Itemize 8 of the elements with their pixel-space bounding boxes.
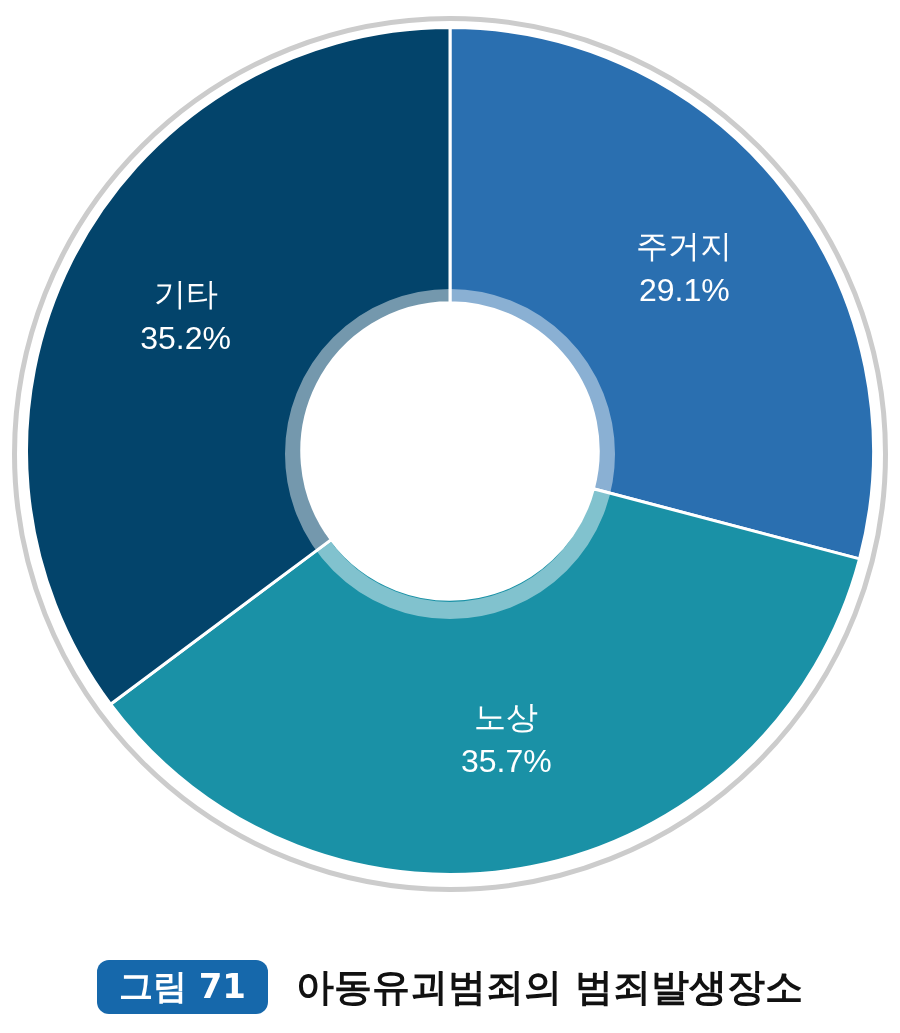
slice-label: 기타 xyxy=(153,274,218,313)
text: 아동유괴범죄의 범죄발생장소 xyxy=(295,963,804,1011)
caption: 그림 71 xyxy=(96,960,268,1014)
data-label: 35.2% xyxy=(140,320,231,357)
data-label: 35.7% xyxy=(460,743,552,780)
data-label: 29.1% xyxy=(638,272,730,309)
slice-label: 주거지 xyxy=(636,226,733,265)
slice-label: 노상 xyxy=(474,697,539,736)
